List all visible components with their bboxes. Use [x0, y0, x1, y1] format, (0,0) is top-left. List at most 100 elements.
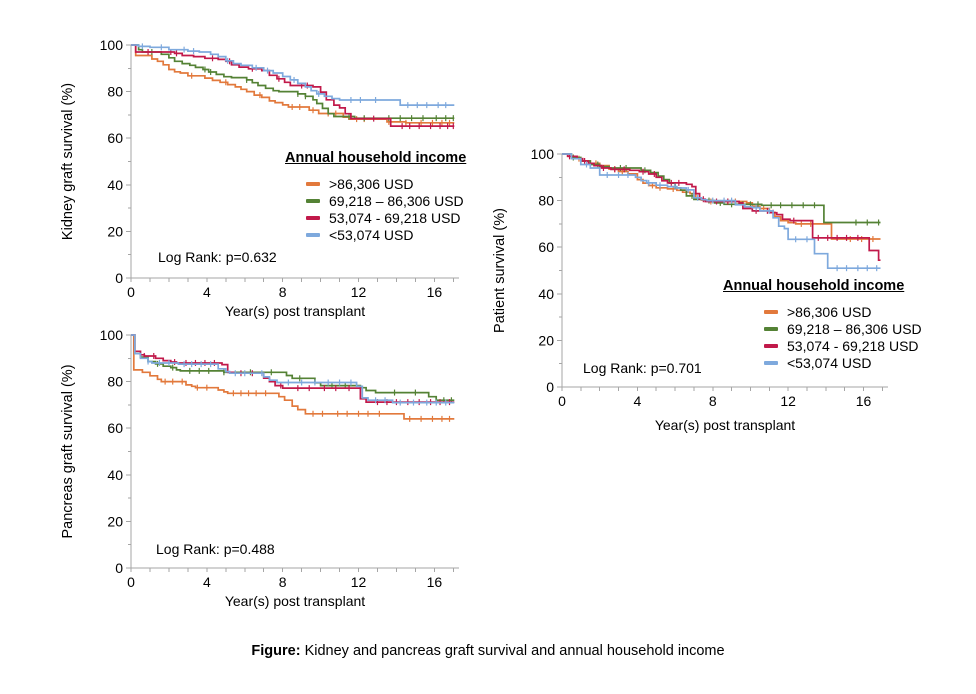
- y-axis-tick-label: 100: [100, 327, 124, 343]
- legend-item: 69,218 – 86,306 USD: [306, 192, 466, 209]
- pancreas-graft-survival-chart: 0 20 40 60 80 100 0 4 8 12 16 Pancreas graft survi…: [60, 315, 470, 615]
- censor-marks: [585, 161, 878, 272]
- x-axis-tick-label: 16: [856, 393, 872, 409]
- y-axis-tick-label: 40: [538, 286, 554, 302]
- x-axis-tick-label: 8: [279, 574, 287, 590]
- legend-swatch-orange-icon: [764, 309, 778, 314]
- x-axis-tick-label: 12: [780, 393, 796, 409]
- y-axis-tick-label: 0: [546, 379, 554, 395]
- kidney-y-axis-title: Kidney graft survival (%): [60, 82, 76, 241]
- y-axis-tick-label: 20: [538, 332, 554, 348]
- legend-swatch-blue-icon: [764, 360, 778, 365]
- y-axis-tick-label: 60: [107, 420, 123, 436]
- x-axis-tick-label: 0: [127, 574, 135, 590]
- legend-item: <53,074 USD: [306, 226, 466, 243]
- legend-item: >86,306 USD: [764, 303, 922, 320]
- legend-item: 53,074 - 69,218 USD: [306, 209, 466, 226]
- pancreas-log-rank-annotation: Log Rank: p=0.488: [156, 541, 275, 557]
- axes: [557, 153, 888, 391]
- censor-marks: [147, 358, 447, 406]
- x-axis-tick-label: 0: [127, 284, 135, 300]
- censor-marks: [572, 154, 880, 226]
- series-line: [562, 153, 881, 224]
- y-axis-tick-label: 60: [538, 239, 554, 255]
- pancreas-chart-canvas: 0 20 40 60 80 100 0 4 8 12 16: [100, 327, 459, 590]
- y-axis-tick-label: 40: [107, 177, 123, 193]
- legend-swatch-green-icon: [306, 198, 320, 203]
- legend-swatch-orange-icon: [306, 181, 320, 186]
- censor-marks: [141, 43, 447, 109]
- y-axis-tick-label: 80: [538, 193, 554, 209]
- legend-item: >86,306 USD: [306, 175, 466, 192]
- y-axis-tick-label: 0: [115, 560, 123, 576]
- series-line: [131, 44, 455, 106]
- legend-item-label: >86,306 USD: [329, 175, 414, 192]
- patient-y-axis-title: Patient survival (%): [492, 208, 508, 333]
- series-line: [131, 334, 455, 402]
- legend-swatch-red-icon: [306, 215, 320, 220]
- legend-item: 53,074 - 69,218 USD: [764, 337, 922, 354]
- legend-swatch-red-icon: [764, 343, 778, 348]
- x-axis-tick-label: 12: [351, 574, 367, 590]
- kidney-chart-canvas: 0 20 40 60 80 100 0 4 8 12 16: [100, 37, 459, 300]
- legend-items: >86,306 USD 69,218 – 86,306 USD 53,074 -…: [306, 175, 466, 243]
- series-line: [131, 44, 455, 127]
- legend-item-label: 69,218 – 86,306 USD: [787, 320, 922, 337]
- kidney-legend: Annual household income >86,306 USD 69,2…: [285, 150, 466, 243]
- y-axis-tick-label: 20: [107, 513, 123, 529]
- censor-marks: [568, 153, 859, 241]
- kidney-x-axis-title: Year(s) post transplant: [224, 303, 366, 319]
- series-line: [562, 153, 881, 262]
- y-axis-tick-label: 80: [107, 374, 123, 390]
- y-axis-tick-label: 60: [107, 130, 123, 146]
- legend-item: <53,074 USD: [764, 354, 922, 371]
- x-axis-tick-label: 12: [351, 284, 367, 300]
- figure-caption-prefix: Figure:: [251, 643, 301, 659]
- legend-item-label: 53,074 - 69,218 USD: [329, 209, 461, 226]
- axes: [126, 44, 459, 282]
- legend-item-label: 53,074 - 69,218 USD: [787, 337, 919, 354]
- x-axis-tick-label: 4: [203, 284, 211, 300]
- legend-title: Annual household income: [285, 150, 467, 166]
- pancreas-y-axis-title: Pancreas graft survival (%): [60, 364, 76, 539]
- x-axis-tick-label: 8: [709, 393, 717, 409]
- patient-x-axis-title: Year(s) post transplant: [654, 417, 796, 433]
- legend-item-label: >86,306 USD: [787, 303, 872, 320]
- y-axis-tick-label: 20: [107, 223, 123, 239]
- axes: [126, 334, 459, 572]
- patient-legend: Annual household income >86,306 USD 69,2…: [723, 278, 922, 371]
- legend-items: >86,306 USD 69,218 – 86,306 USD 53,074 -…: [764, 303, 922, 371]
- x-axis-tick-label: 4: [203, 574, 211, 590]
- kidney-log-rank-annotation: Log Rank: p=0.632: [158, 249, 277, 265]
- pancreas-x-axis-title: Year(s) post transplant: [224, 593, 366, 609]
- legend-swatch-green-icon: [764, 326, 778, 331]
- patient-chart-canvas: 0 20 40 60 80 100 0 4 8 12 16: [531, 146, 888, 409]
- y-axis-tick-label: 100: [531, 146, 555, 162]
- x-axis-tick-label: 0: [558, 393, 566, 409]
- series-line: [131, 44, 455, 124]
- x-axis-tick-label: 8: [279, 284, 287, 300]
- patient-survival-chart: 0 20 40 60 80 100 0 4 8 12 16 Patient survival (%)…: [490, 130, 976, 440]
- figure-caption: Figure: Kidney and pancreas graft surviv…: [0, 643, 976, 659]
- censor-marks: [164, 378, 451, 422]
- y-axis-tick-label: 100: [100, 37, 124, 53]
- censor-marks: [191, 72, 451, 126]
- legend-swatch-blue-icon: [306, 232, 320, 237]
- x-axis-tick-label: 4: [633, 393, 641, 409]
- legend-item: 69,218 – 86,306 USD: [764, 320, 922, 337]
- y-axis-tick-label: 0: [115, 270, 123, 286]
- kidney-graft-survival-chart: 0 20 40 60 80 100 0 4 8 12 16 Kidney graft surviva…: [60, 25, 470, 319]
- censor-marks: [147, 48, 454, 130]
- y-axis-tick-label: 40: [107, 467, 123, 483]
- series-line: [562, 153, 881, 270]
- legend-item-label: 69,218 – 86,306 USD: [329, 192, 464, 209]
- series-line: [131, 334, 455, 420]
- legend-item-label: <53,074 USD: [329, 226, 414, 243]
- censor-marks: [156, 360, 453, 404]
- y-axis-tick-label: 80: [107, 84, 123, 100]
- figure-caption-text: Kidney and pancreas graft survival and a…: [300, 643, 725, 659]
- legend-item-label: <53,074 USD: [787, 354, 872, 371]
- x-axis-tick-label: 16: [427, 284, 443, 300]
- legend-title: Annual household income: [723, 278, 905, 294]
